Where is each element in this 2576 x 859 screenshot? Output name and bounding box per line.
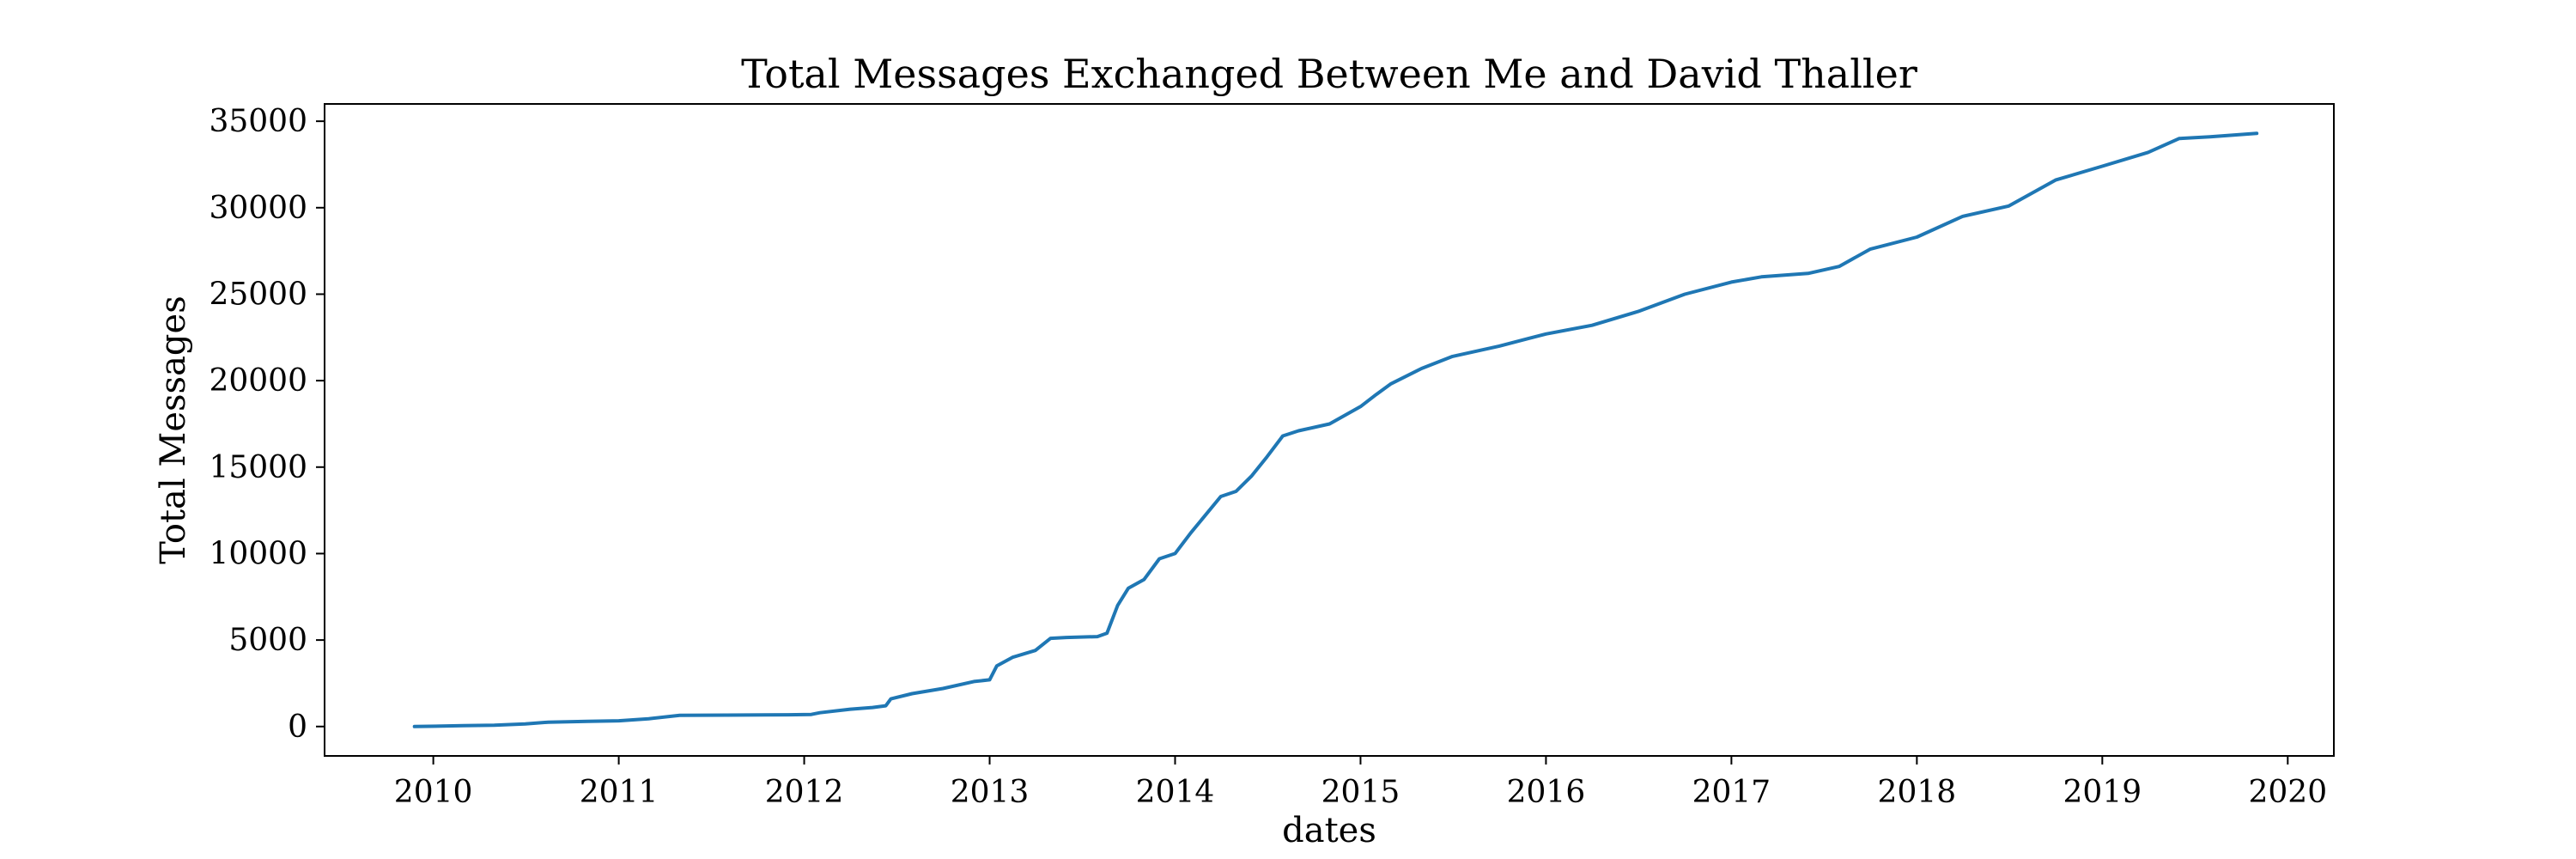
y-tick-label: 30000 (209, 191, 307, 226)
y-tick-label: 35000 (209, 104, 307, 139)
y-axis: 0 5000 10000 15000 20000 25000 30000 35000 (209, 104, 325, 745)
chart-title: Total Messages Exchanged Between Me and … (741, 51, 1917, 97)
y-tick-label: 25000 (209, 277, 307, 312)
x-axis: 2010 2011 2012 2013 2014 2015 2016 2017 2018 2019… (394, 756, 2327, 810)
x-tick-label: 2016 (1507, 775, 1586, 810)
y-tick-label: 0 (288, 710, 307, 745)
y-tick-label: 15000 (209, 450, 307, 485)
x-tick-label: 2012 (765, 775, 844, 810)
x-tick-label: 2019 (2063, 775, 2142, 810)
plot-area-frame (324, 103, 2335, 757)
x-tick-label: 2017 (1692, 775, 1771, 810)
x-tick-label: 2010 (394, 775, 473, 810)
x-tick-label: 2020 (2248, 775, 2327, 810)
cumulative-messages-line (412, 131, 2259, 728)
y-tick-label: 20000 (209, 363, 307, 399)
y-tick-label: 10000 (209, 536, 307, 571)
x-tick-label: 2015 (1321, 775, 1400, 810)
x-axis-title: dates (1282, 811, 1376, 850)
x-tick-label: 2018 (1878, 775, 1957, 810)
y-tick-label: 5000 (228, 623, 307, 658)
x-tick-label: 2014 (1136, 775, 1215, 810)
y-axis-title: Total Messages (154, 295, 193, 564)
x-tick-label: 2011 (580, 775, 659, 810)
x-tick-label: 2013 (951, 775, 1030, 810)
